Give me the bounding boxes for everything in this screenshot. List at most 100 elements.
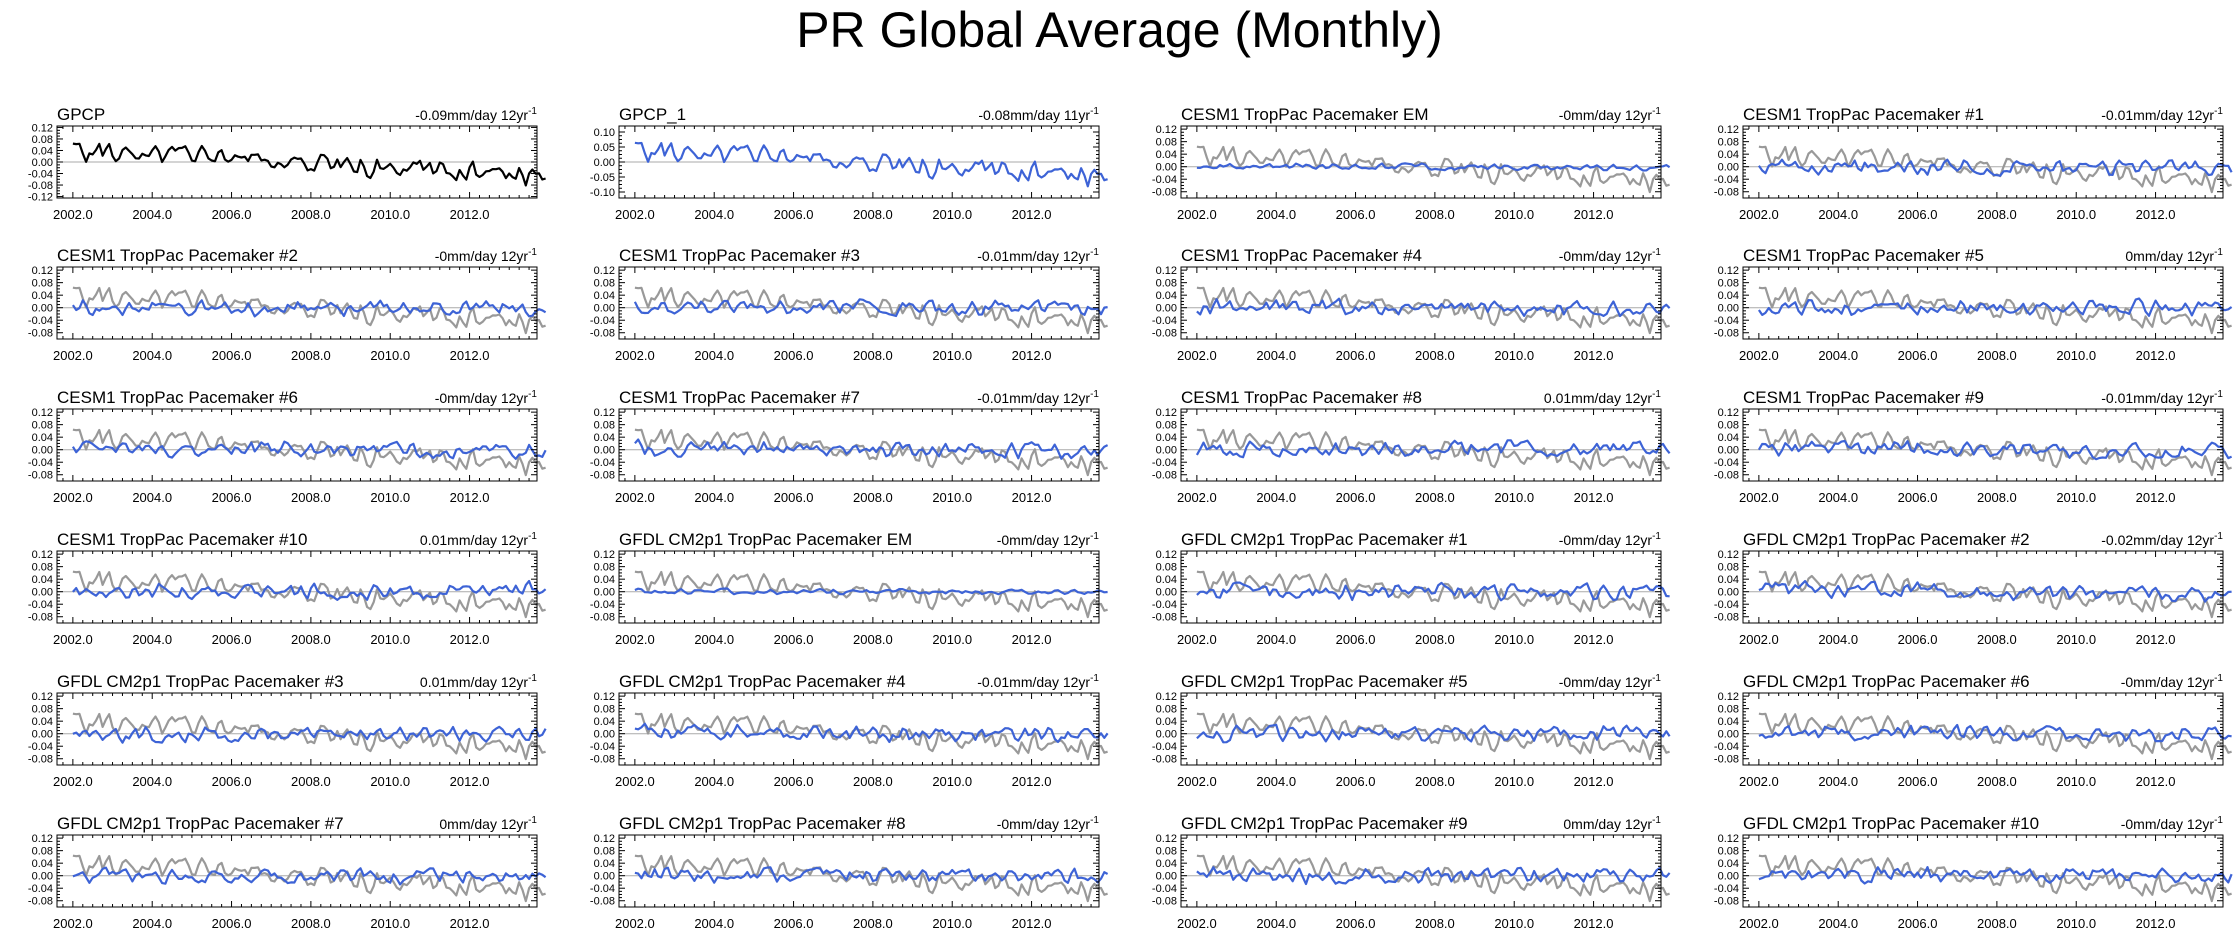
- y-tick-label: 0.04: [1156, 716, 1177, 728]
- panel-12: CESM1 TropPac Pacemaker #9 -0.01mm/day 12…: [1714, 388, 2233, 505]
- y-tick-label: -0.08: [28, 754, 53, 766]
- x-tick-label: 2012.0: [2136, 490, 2176, 505]
- panel-title: GFDL CM2p1 TropPac Pacemaker #5: [1181, 672, 1468, 691]
- panel-title: GFDL CM2p1 TropPac Pacemaker EM: [619, 530, 912, 549]
- trend-value: -0mm/day 12yr: [1559, 107, 1653, 123]
- trend-value: -0.01mm/day 12yr: [977, 674, 1090, 690]
- x-tick-label: 2010.0: [370, 207, 410, 222]
- y-tick-label: -0.04: [28, 457, 53, 469]
- x-tick-label: 2008.0: [853, 490, 893, 505]
- trend-exponent: -1: [1652, 247, 1661, 258]
- y-tick-label: 0.08: [1718, 562, 1739, 574]
- x-tick-label: 2008.0: [1415, 348, 1455, 363]
- panel-5: CESM1 TropPac Pacemaker #2 -0mm/day 12yr-…: [28, 246, 547, 363]
- series-line-observed-reference: [1196, 570, 1670, 619]
- series-line-model: [72, 725, 547, 744]
- trend-exponent: -1: [2214, 247, 2223, 258]
- panel-trend-label: -0mm/day 12yr-1: [2121, 815, 2224, 832]
- x-tick-label: 2008.0: [1977, 632, 2017, 647]
- y-tick-label: 0.00: [1156, 445, 1177, 457]
- panel-9: CESM1 TropPac Pacemaker #6 -0mm/day 12yr-…: [28, 388, 547, 505]
- x-tick-label: 2002.0: [615, 916, 655, 931]
- series-line-model: [1195, 439, 1671, 459]
- x-tick-label: 2012.0: [1012, 916, 1052, 931]
- x-tick-label: 2012.0: [1012, 490, 1052, 505]
- x-tick-label: 2006.0: [774, 916, 814, 931]
- y-tick-label: -0.04: [28, 741, 53, 753]
- x-tick-label: 2010.0: [370, 348, 410, 363]
- y-tick-label: -0.08: [1152, 896, 1177, 908]
- x-tick-label: 2004.0: [132, 774, 172, 789]
- y-tick-label: 0.12: [32, 407, 53, 419]
- y-tick-label: 0.12: [1718, 549, 1739, 561]
- trend-exponent: -1: [1652, 815, 1661, 826]
- panel-3: CESM1 TropPac Pacemaker EM -0mm/day 12yr-…: [1152, 105, 1671, 222]
- panel-20: GFDL CM2p1 TropPac Pacemaker #6 -0mm/day …: [1714, 672, 2232, 789]
- y-tick-label: 0.04: [1156, 290, 1177, 302]
- y-tick-label: -0.04: [1152, 457, 1177, 469]
- x-tick-label: 2004.0: [1818, 916, 1858, 931]
- panel-frame: [618, 692, 1100, 766]
- panel-trend-label: -0mm/day 12yr-1: [997, 531, 1100, 548]
- x-tick-label: 2008.0: [853, 916, 893, 931]
- trend-exponent: -1: [2214, 815, 2223, 826]
- y-tick-label: 0.04: [1156, 858, 1177, 870]
- series-line-observed-reference: [634, 712, 1108, 761]
- y-tick-label: -0.08: [1714, 470, 1739, 482]
- trend-value: -0mm/day 12yr: [997, 532, 1091, 548]
- y-tick-label: 0.00: [1718, 445, 1739, 457]
- x-tick-label: 2008.0: [291, 916, 331, 931]
- x-tick-label: 2008.0: [291, 774, 331, 789]
- x-tick-label: 2004.0: [694, 632, 734, 647]
- x-tick-label: 2012.0: [1574, 490, 1614, 505]
- panel-title: CESM1 TropPac Pacemaker #9: [1743, 388, 1984, 407]
- y-tick-label: 0.10: [594, 127, 615, 139]
- x-tick-label: 2010.0: [370, 774, 410, 789]
- panel-17: GFDL CM2p1 TropPac Pacemaker #3 0.01mm/da…: [28, 672, 547, 789]
- y-tick-label: 0.00: [1718, 162, 1739, 174]
- y-tick-label: -0.04: [1152, 315, 1177, 327]
- panel-11: CESM1 TropPac Pacemaker #8 0.01mm/day 12y…: [1152, 388, 1671, 505]
- y-tick-label: 0.04: [32, 574, 53, 586]
- x-tick-label: 2006.0: [774, 490, 814, 505]
- panel-title: GFDL CM2p1 TropPac Pacemaker #7: [57, 814, 344, 833]
- x-tick-label: 2004.0: [1818, 774, 1858, 789]
- x-tick-label: 2012.0: [1012, 207, 1052, 222]
- x-tick-label: 2004.0: [694, 490, 734, 505]
- y-tick-label: 0.00: [1156, 303, 1177, 315]
- x-tick-label: 2006.0: [1898, 632, 1938, 647]
- series-line-observed-reference: [1758, 428, 2232, 477]
- x-tick-label: 2006.0: [774, 207, 814, 222]
- series-line-observed-reference: [634, 286, 1108, 335]
- x-tick-label: 2008.0: [1415, 490, 1455, 505]
- trend-value: -0mm/day 12yr: [2121, 816, 2215, 832]
- x-tick-label: 2006.0: [774, 774, 814, 789]
- x-tick-label: 2002.0: [615, 490, 655, 505]
- panel-18: GFDL CM2p1 TropPac Pacemaker #4 -0.01mm/d…: [590, 672, 1109, 789]
- trend-exponent: -1: [2214, 673, 2223, 684]
- x-tick-label: 2010.0: [932, 916, 972, 931]
- panel-title: CESM1 TropPac Pacemaker #6: [57, 388, 298, 407]
- series-line-observed-reference: [72, 854, 546, 903]
- x-tick-label: 2006.0: [212, 490, 252, 505]
- x-tick-label: 2002.0: [1177, 348, 1217, 363]
- series-line-observed-reference: [1758, 712, 2232, 761]
- y-tick-label: 0.08: [32, 420, 53, 432]
- series-line-model: [71, 299, 547, 318]
- x-tick-label: 2012.0: [1574, 632, 1614, 647]
- trend-exponent: -1: [528, 106, 537, 117]
- x-tick-label: 2008.0: [1415, 916, 1455, 931]
- y-tick-label: 0.04: [32, 432, 53, 444]
- x-tick-label: 2010.0: [2056, 916, 2096, 931]
- panel-trend-label: 0.01mm/day 12yr-1: [1544, 389, 1662, 406]
- x-tick-label: 2010.0: [1494, 774, 1534, 789]
- series-line-model: [1196, 866, 1671, 886]
- panel-frame: [56, 550, 538, 624]
- y-tick-label: 0.08: [1156, 278, 1177, 290]
- panel-trend-label: -0.01mm/day 12yr-1: [977, 389, 1099, 406]
- panel-title: CESM1 TropPac Pacemaker #7: [619, 388, 860, 407]
- y-tick-label: -0.08: [1714, 754, 1739, 766]
- x-tick-label: 2002.0: [53, 632, 93, 647]
- panel-23: GFDL CM2p1 TropPac Pacemaker #9 0mm/day 1…: [1152, 814, 1671, 931]
- trend-exponent: -1: [1090, 106, 1099, 117]
